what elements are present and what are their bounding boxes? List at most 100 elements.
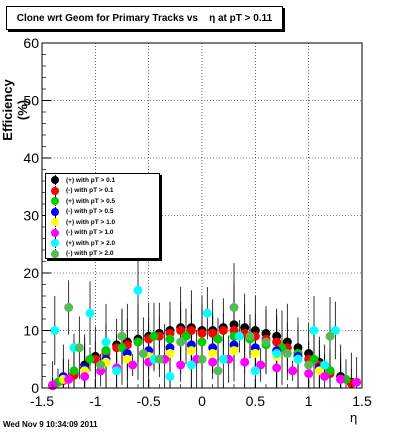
data-point [133, 285, 143, 295]
data-point [304, 369, 314, 379]
data-point [96, 360, 106, 370]
data-point [309, 354, 319, 364]
data-point [186, 360, 196, 370]
x-tick-label: 1 [305, 393, 313, 409]
x-tick-label: 0.5 [246, 393, 266, 409]
data-point [64, 374, 74, 384]
data-point [288, 366, 298, 376]
x-tick-label: -0.5 [137, 393, 161, 409]
data-point [176, 360, 186, 370]
data-point [208, 349, 218, 358]
legend-label: (-) with pT > 0.5 [66, 208, 114, 216]
data-point [117, 331, 127, 341]
legend-marker [50, 227, 60, 238]
data-point [352, 377, 362, 387]
legend-marker [50, 185, 60, 196]
data-point [186, 326, 196, 335]
legend-label: (+) with pT > 0.1 [66, 176, 116, 184]
data-point [74, 343, 84, 353]
data-point [165, 349, 175, 358]
legend-entry: (+) with pT > 1.0 [46, 217, 159, 228]
data-point [50, 326, 60, 335]
data-point [208, 328, 218, 338]
data-point [69, 366, 79, 376]
data-point [197, 328, 207, 338]
data-point [240, 357, 250, 367]
timestamp-footer: Wed Nov 9 10:34:09 2011 [3, 420, 98, 429]
legend-marker [50, 217, 60, 228]
data-point [80, 372, 90, 381]
data-point [245, 331, 255, 341]
x-axis-label: η [350, 410, 358, 425]
data-point [325, 331, 335, 341]
data-point [197, 337, 207, 347]
data-point [181, 331, 191, 341]
data-point [85, 308, 95, 318]
y-tick-label: 20 [23, 265, 39, 281]
y-tick-label: 10 [23, 323, 39, 339]
data-point [208, 357, 218, 367]
data-point [234, 331, 244, 341]
data-point [320, 372, 330, 381]
data-point [213, 366, 223, 376]
legend-label: (-) with pT > 2.0 [66, 250, 114, 258]
data-point [112, 366, 122, 376]
data-point [250, 349, 260, 358]
tick-labels: -1.5 -1 -0.5 0 0.5 1 1.5 0 10 20 30 40 50 60 [23, 35, 372, 409]
legend-entry: (-) with pT > 0.5 [46, 206, 159, 218]
y-tick-label: 0 [31, 380, 39, 396]
data-point [165, 372, 175, 381]
legend-entry: (-) with pT > 1.0 [46, 227, 159, 239]
data-point [320, 360, 330, 370]
data-point [202, 308, 212, 318]
legend-entry: (-) with pT > 0.1 [46, 185, 159, 197]
data-point [272, 349, 282, 358]
data-points [48, 285, 362, 391]
y-tick-label: 60 [23, 35, 39, 51]
data-point [133, 337, 143, 347]
data-point [138, 349, 148, 358]
legend-marker [50, 238, 60, 249]
data-point [256, 360, 266, 370]
data-point [101, 346, 111, 356]
chart-title: Clone wrt Geom for Primary Tracks vs η a… [6, 6, 283, 30]
data-point [165, 334, 175, 344]
x-tick-label: 1.5 [352, 393, 372, 409]
y-tick-label: 40 [23, 150, 39, 166]
legend-marker [50, 175, 60, 186]
legend-marker [50, 196, 60, 207]
data-point [64, 303, 74, 312]
data-point [85, 354, 95, 364]
x-tick-label: 0 [198, 393, 206, 409]
data-point [330, 326, 340, 335]
legend-label: (-) with pT > 0.1 [66, 187, 114, 195]
legend-label: (-) with pT > 1.0 [66, 229, 114, 237]
x-tick-label: -1.5 [30, 393, 54, 409]
legend-entry: (+) with pT > 2.0 [46, 238, 159, 249]
data-point [117, 343, 127, 353]
data-point [250, 366, 260, 376]
data-point [293, 354, 303, 364]
data-point [149, 331, 159, 341]
legend-marker [50, 206, 60, 217]
data-point [218, 354, 228, 364]
data-point [176, 337, 186, 347]
data-point [128, 360, 138, 370]
axis-ticks [41, 42, 363, 389]
data-point [213, 334, 223, 344]
data-point [229, 303, 239, 312]
data-point [325, 366, 335, 376]
data-point [218, 326, 228, 335]
data-point [122, 354, 132, 364]
data-point [176, 326, 186, 335]
data-point [304, 360, 314, 370]
data-point [282, 349, 292, 358]
data-point [101, 337, 111, 347]
data-point [154, 354, 164, 364]
y-tick-label: 50 [23, 93, 39, 109]
legend-label: (+) with pT > 0.5 [66, 197, 116, 205]
data-point [309, 326, 319, 335]
legend-entry: (+) with pT > 0.5 [46, 196, 159, 207]
data-point [336, 374, 346, 384]
